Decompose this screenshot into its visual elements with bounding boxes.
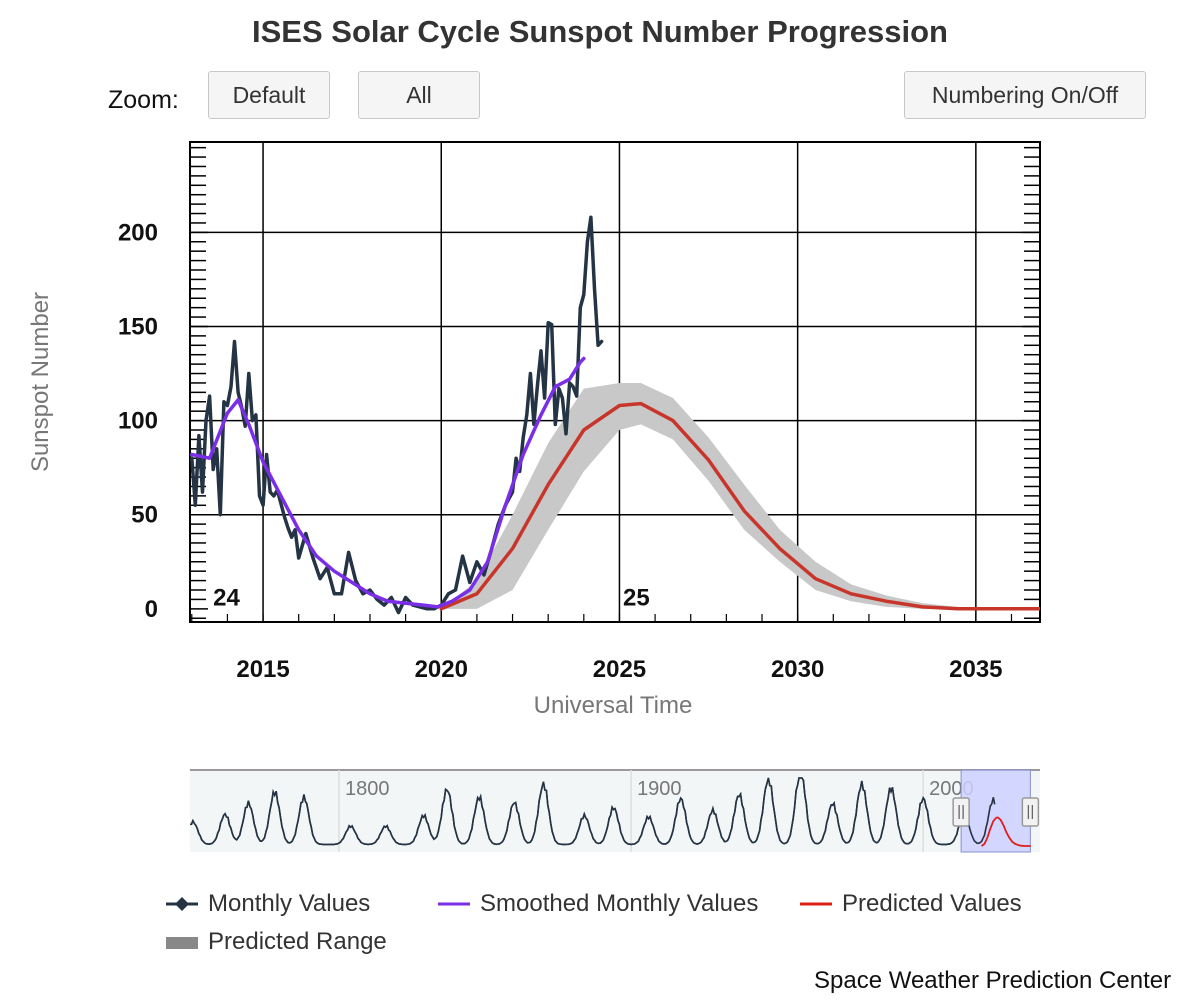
navigator-handle-right[interactable] xyxy=(1021,797,1040,827)
line-icon xyxy=(438,902,470,906)
navigator-tick-label-1800: 1800 xyxy=(345,778,390,800)
cycle-label-24: 24 xyxy=(213,585,240,612)
x-tick-label-2020: 2020 xyxy=(415,656,468,683)
predicted-values-line xyxy=(439,401,1040,611)
y-tick-label-50: 50 xyxy=(131,502,158,529)
navigator-plot[interactable]: 1800 1900 2000 xyxy=(0,760,1200,870)
x-axis-title: Universal Time xyxy=(534,692,693,719)
line-icon xyxy=(800,902,832,906)
navigator-tick-label-1900: 1900 xyxy=(637,778,682,800)
legend-item-smoothed-monthly-values[interactable]: Smoothed Monthly Values xyxy=(438,890,758,918)
navigator-predicted-line-overlay xyxy=(981,816,1031,847)
x-tick-label-2035: 2035 xyxy=(949,656,1002,683)
legend-label: Predicted Range xyxy=(208,928,387,955)
legend-item-predicted-range[interactable]: Predicted Range xyxy=(166,928,387,956)
plot-area xyxy=(189,141,1041,623)
legend-item-monthly-values[interactable]: Monthly Values xyxy=(166,890,370,918)
legend-label: Predicted Values xyxy=(842,890,1022,917)
navigator-monthly-line-overlay xyxy=(189,777,996,846)
y-tick-label-0: 0 xyxy=(145,596,158,623)
navigator-handle-left[interactable] xyxy=(952,797,970,827)
legend-label: Smoothed Monthly Values xyxy=(480,890,759,917)
band-icon xyxy=(166,937,198,949)
navigator-selection-window[interactable] xyxy=(960,769,1031,853)
legend-item-predicted-values[interactable]: Predicted Values xyxy=(800,890,1022,918)
series-group xyxy=(190,215,1040,615)
zoom-label: Zoom: xyxy=(108,86,179,114)
y-tick-label-100: 100 xyxy=(118,408,158,435)
x-tick-label-2015: 2015 xyxy=(236,656,289,683)
x-tick-label-2030: 2030 xyxy=(771,656,824,683)
diamond-marker xyxy=(175,897,189,911)
predicted-range-band xyxy=(441,382,1040,609)
smoothed-monthly-values-line xyxy=(190,356,586,609)
legend-label: Monthly Values xyxy=(208,890,371,917)
cycle-label-25: 25 xyxy=(623,585,650,612)
credit-text: Space Weather Prediction Center xyxy=(814,967,1172,994)
zoom-all-button[interactable]: All xyxy=(358,71,480,119)
y-tick-label-150: 150 xyxy=(118,313,158,340)
main-plot: 2015 2020 2025 2030 2035 0 50 100 150 200 Universa… xyxy=(27,141,1041,719)
x-tick-label-2025: 2025 xyxy=(593,656,646,683)
diamond-line-icon xyxy=(166,897,198,911)
y-tick-label-200: 200 xyxy=(118,219,158,246)
numbering-toggle-button[interactable]: Numbering On/Off xyxy=(904,71,1146,119)
chart-title: ISES Solar Cycle Sunspot Number Progress… xyxy=(252,14,948,49)
zoom-default-button[interactable]: Default xyxy=(208,71,330,119)
band-swatch xyxy=(166,937,198,949)
y-axis-title: Sunspot Number xyxy=(27,292,54,472)
